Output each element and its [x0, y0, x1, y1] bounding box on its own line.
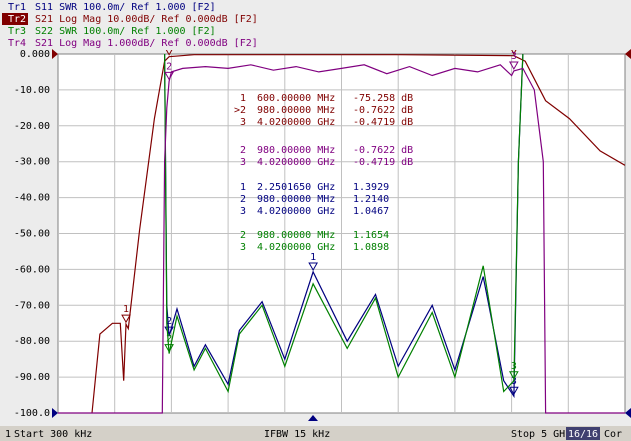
marker-label: 2	[166, 61, 172, 72]
marker	[511, 50, 517, 55]
legend-trace: Tr2	[8, 14, 26, 25]
status-bar	[0, 426, 631, 441]
readout-stimulus: 2.2501650 GHz	[257, 182, 335, 193]
legend-trace: Tr1	[8, 2, 26, 13]
readout-marker: 3	[240, 117, 246, 128]
traces: 1231232323	[58, 50, 625, 414]
readout-response: 1.0467	[353, 206, 389, 217]
legend-entry: S22 SWR 100.0m/ Ref 1.000 [F2]	[35, 26, 216, 37]
status-points: 16/16	[568, 429, 598, 440]
marker-label: 3	[511, 51, 517, 62]
y-tick-label: -100.0	[14, 408, 50, 419]
marker	[121, 314, 131, 324]
y-tick-label: -50.00	[14, 229, 50, 240]
marker-label: 3	[511, 376, 517, 387]
trace-line	[164, 53, 524, 394]
readout-stimulus: 4.0200000 GHz	[257, 206, 335, 217]
readout-response: -0.7622 dB	[353, 145, 413, 156]
legend-trace: Tr3	[8, 26, 26, 37]
marker-label: 1	[310, 252, 316, 263]
readout-marker: >2	[234, 105, 246, 116]
marker-label: 2	[166, 316, 172, 327]
readout-marker: 1	[240, 93, 246, 104]
y-tick-label: 0.000	[20, 49, 50, 60]
readout-stimulus: 980.00000 MHz	[257, 194, 335, 205]
marker	[164, 71, 174, 81]
marker	[308, 262, 318, 271]
readout-marker: 3	[240, 157, 246, 168]
marker	[508, 61, 519, 70]
readout-stimulus: 600.00000 MHz	[257, 93, 335, 104]
readout-response: 1.0898	[353, 242, 389, 253]
readout-marker: 2	[240, 230, 246, 241]
marker	[164, 344, 174, 353]
readout-stimulus: 980.00000 MHz	[257, 105, 335, 116]
y-tick-label: -90.00	[14, 372, 50, 383]
y-tick-label: -70.00	[14, 300, 50, 311]
ref-arrow	[52, 408, 58, 418]
readout-stimulus: 980.00000 MHz	[257, 145, 335, 156]
marker	[165, 50, 173, 56]
status-stop: Stop 5 GHz	[511, 429, 571, 440]
readout-response: -75.258 dB	[353, 93, 413, 104]
trace-line	[91, 54, 625, 414]
readout-response: 1.1654	[353, 230, 389, 241]
y-tick-label: -60.00	[14, 264, 50, 275]
status-channel: 1	[5, 429, 11, 440]
legend-trace: Tr4	[8, 38, 26, 49]
readout-stimulus: 4.0200000 GHz	[257, 117, 335, 128]
status-cor: Cor	[604, 429, 622, 440]
readout-stimulus: 4.0200000 GHz	[257, 157, 335, 168]
legend-entry: S21 Log Mag 1.000dB/ Ref 0.000dB [F2]	[35, 38, 258, 49]
y-tick-label: -10.00	[14, 85, 50, 96]
readout-stimulus: 4.0200000 GHz	[257, 242, 335, 253]
readout-marker: 2	[240, 145, 246, 156]
readout-marker: 1	[240, 182, 246, 193]
readout-response: 1.2140	[353, 194, 389, 205]
readout-response: -0.4719 dB	[353, 157, 413, 168]
marker-label: 1	[123, 304, 129, 315]
readout-marker: 3	[240, 242, 246, 253]
readout-marker: 2	[240, 194, 246, 205]
readout-response: -0.4719 dB	[353, 117, 413, 128]
readout-marker: 3	[240, 206, 246, 217]
marker-label: 2	[166, 334, 172, 345]
ref-arrow	[52, 49, 58, 59]
marker-label: 3	[511, 361, 517, 372]
ref-arrow	[625, 408, 631, 418]
status-ifbw: IFBW 15 kHz	[264, 429, 330, 440]
readout-response: 1.3929	[353, 182, 389, 193]
y-tick-label: -80.00	[14, 336, 50, 347]
active-trace-box	[2, 13, 28, 25]
y-tick-label: -20.00	[14, 121, 50, 132]
readout-response: -0.7622 dB	[353, 105, 413, 116]
y-tick-label: -40.00	[14, 193, 50, 204]
marker	[508, 371, 519, 380]
stimulus-arrow	[308, 415, 318, 421]
readout-stimulus: 980.00000 MHz	[257, 230, 335, 241]
legend-entry: S21 Log Mag 10.00dB/ Ref 0.000dB [F2]	[35, 14, 258, 25]
status-start: Start 300 kHz	[14, 429, 92, 440]
points-box	[566, 427, 600, 440]
legend-entry: S11 SWR 100.0m/ Ref 1.000 [F2]	[35, 2, 216, 13]
y-tick-label: -30.00	[14, 157, 50, 168]
marker	[508, 386, 519, 396]
ref-arrow	[625, 49, 631, 59]
